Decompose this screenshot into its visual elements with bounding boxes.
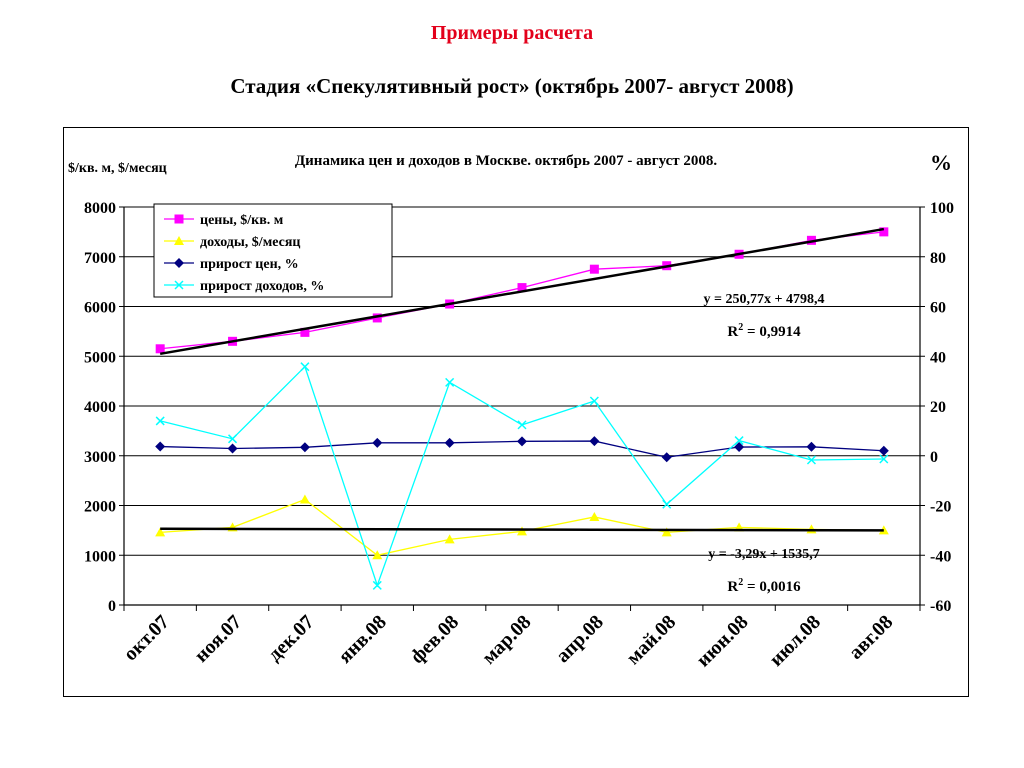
left-tick-label: 4000 — [84, 399, 116, 416]
right-tick-label: -60 — [930, 598, 951, 615]
marker-x — [879, 454, 889, 464]
slide-heading: Примеры расчета — [430, 22, 594, 44]
legend-label: цены, $/кв. м — [200, 213, 284, 228]
marker-triangle — [444, 534, 455, 544]
x-tick-label: янв.08 — [334, 611, 391, 668]
right-tick-label: 60 — [930, 300, 946, 317]
x-tick-label: июн.08 — [692, 611, 752, 671]
chart-svg: Динамика цен и доходов в Москве. октябрь… — [68, 150, 954, 671]
x-tick-label: окт.07 — [119, 611, 173, 665]
marker-diamond — [517, 436, 527, 447]
left-tick-label: 3000 — [84, 449, 116, 466]
trendline-equations: y = 250,77x + 4798,4 R2 = 0,9914 y = -3,29… — [704, 292, 825, 595]
trendline-equation: y = 250,77x + 4798,4 — [704, 292, 825, 307]
marker-diamond — [227, 443, 238, 454]
left-tick-label: 5000 — [84, 349, 116, 366]
right-tick-label: 0 — [930, 449, 938, 466]
marker-triangle — [661, 527, 672, 537]
trendline-r2: R2 = 0,9914 — [727, 322, 801, 340]
right-tick-label: 100 — [930, 200, 954, 217]
marker-diamond — [589, 436, 600, 447]
x-tick-label: май.08 — [622, 611, 680, 669]
marker-triangle — [174, 236, 184, 245]
left-tick-label: 8000 — [84, 200, 116, 217]
marker-x — [174, 280, 184, 290]
trendline-layer — [159, 227, 885, 532]
left-tick-label: 7000 — [84, 250, 116, 267]
chart-title: Динамика цен и доходов в Москве. октябрь… — [295, 153, 718, 169]
marker-diamond — [299, 442, 310, 453]
x-tick-label: ноя.07 — [190, 611, 246, 667]
left-tick-label: 2000 — [84, 499, 116, 516]
marker-square — [155, 344, 165, 354]
left-axis-label: $/кв. м, $/месяц — [68, 161, 167, 176]
marker-diamond — [806, 441, 817, 452]
chart-frame: Динамика цен и доходов в Москве. октябрь… — [63, 127, 969, 697]
x-tick-label: фев.08 — [406, 611, 463, 668]
marker-triangle — [589, 511, 600, 521]
marker-x — [300, 362, 310, 372]
marker-x — [228, 434, 238, 444]
marker-triangle — [517, 526, 527, 536]
trendline — [160, 527, 884, 532]
right-axis-label: % — [930, 150, 952, 175]
left-tick-label: 1000 — [84, 548, 116, 565]
marker-x — [662, 499, 672, 509]
x-tick-label: дек.07 — [264, 611, 319, 666]
marker-triangle — [155, 527, 166, 537]
marker-diamond — [661, 452, 672, 463]
trendline — [159, 227, 885, 356]
legend-label: прирост доходов, % — [200, 279, 324, 294]
marker-x — [806, 455, 816, 465]
left-tick-label: 0 — [108, 598, 116, 615]
legend-label: прирост цен, % — [200, 257, 299, 272]
legend-label: доходы, $/месяц — [200, 235, 300, 250]
marker-square — [174, 214, 184, 224]
legend: цены, $/кв. м доходы, $/месяц прирост цен,… — [153, 203, 393, 298]
marker-x — [445, 377, 455, 387]
right-tick-label: -20 — [930, 499, 951, 516]
right-tick-label: -40 — [930, 548, 951, 565]
marker-x — [155, 416, 165, 426]
marker-x — [589, 396, 599, 406]
x-tick-label: мар.08 — [478, 611, 536, 669]
marker-triangle — [299, 494, 310, 504]
marker-diamond — [734, 442, 745, 453]
marker-triangle — [372, 550, 383, 560]
marker-diamond — [372, 437, 383, 448]
slide-subheading: Стадия «Спекулятивный рост» (октябрь 200… — [230, 74, 794, 98]
left-tick-label: 6000 — [84, 300, 116, 317]
right-tick-label: 20 — [930, 399, 946, 416]
marker-x — [372, 580, 382, 590]
marker-square — [589, 264, 599, 274]
right-tick-label: 80 — [930, 250, 946, 267]
marker-diamond — [155, 441, 166, 452]
marker-diamond — [878, 445, 889, 456]
trendline-equation: y = -3,29x + 1535,7 — [708, 547, 820, 562]
marker-diamond — [174, 258, 184, 268]
x-tick-label: авг.08 — [845, 611, 898, 664]
marker-x — [517, 420, 527, 430]
x-tick-label: июл.08 — [765, 611, 825, 671]
trendline-r2: R2 = 0,0016 — [727, 577, 801, 595]
marker-diamond — [444, 437, 455, 448]
marker-square — [879, 227, 889, 237]
right-tick-label: 40 — [930, 349, 946, 366]
x-tick-label: апр.08 — [552, 611, 608, 667]
marker-x — [734, 436, 744, 446]
